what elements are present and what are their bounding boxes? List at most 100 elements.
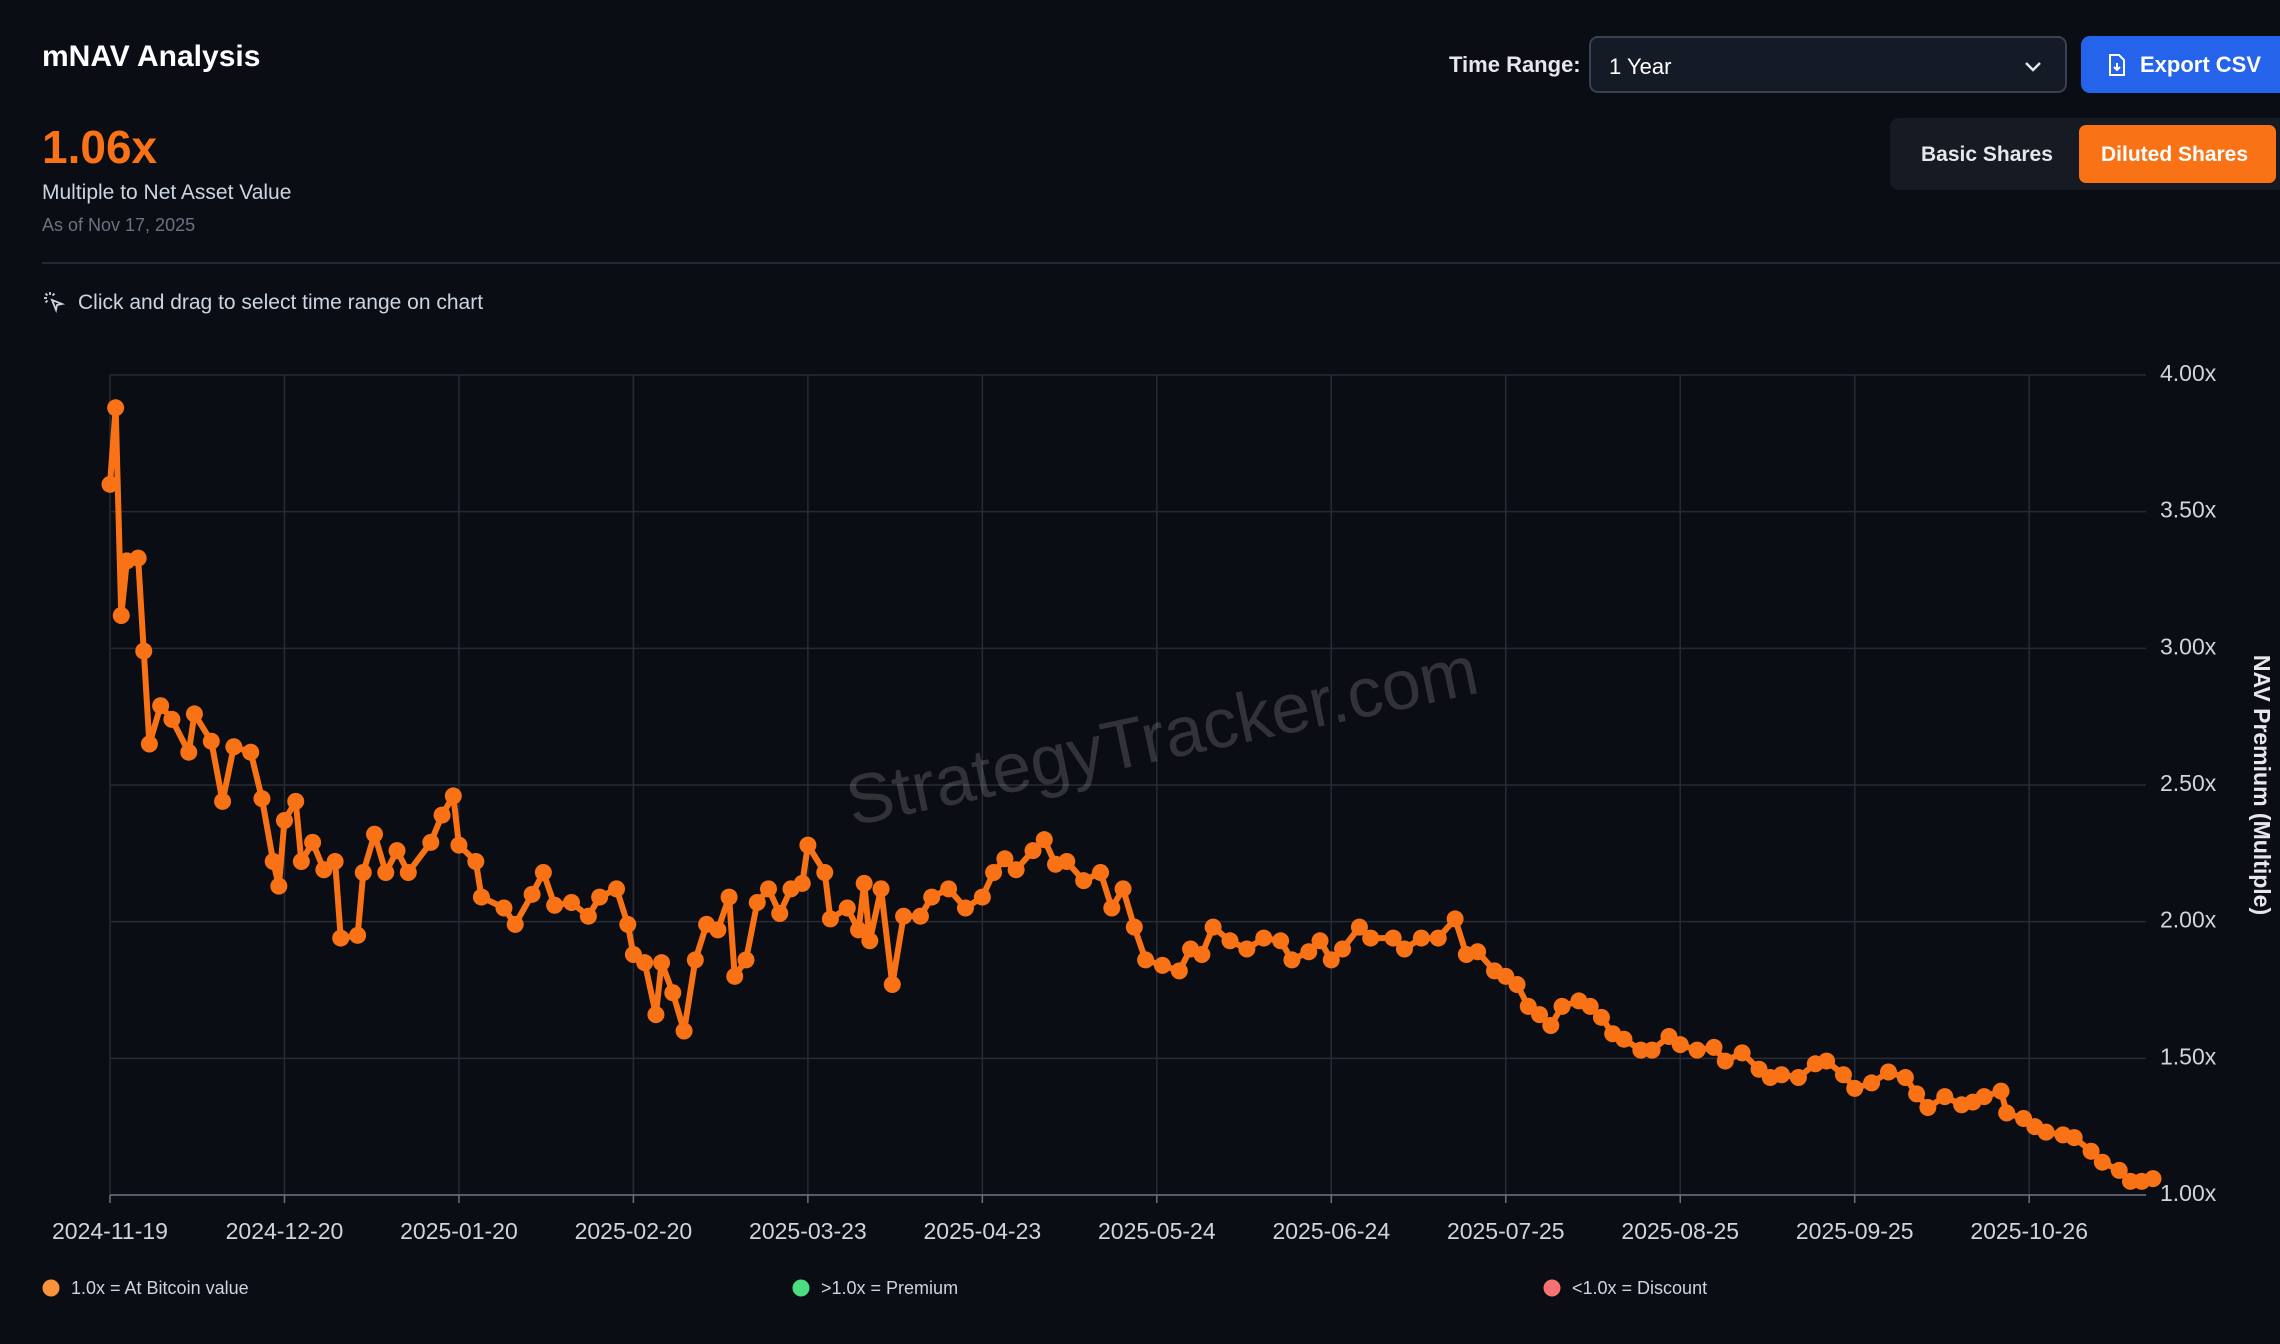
data-point bbox=[495, 899, 513, 917]
data-point bbox=[608, 880, 626, 898]
chart-hint: Click and drag to select time range on c… bbox=[78, 291, 484, 314]
data-point bbox=[129, 549, 147, 567]
data-point bbox=[759, 880, 777, 898]
data-point bbox=[799, 836, 817, 854]
data-point bbox=[1334, 940, 1352, 958]
data-point bbox=[118, 552, 136, 570]
data-point bbox=[225, 738, 243, 756]
data-point bbox=[185, 705, 203, 723]
dropdown-value: 1 Year bbox=[1609, 54, 1672, 79]
data-point bbox=[1412, 929, 1430, 947]
data-point bbox=[821, 910, 839, 928]
data-point bbox=[973, 888, 991, 906]
data-point bbox=[1047, 855, 1065, 873]
data-point bbox=[1469, 943, 1487, 961]
data-point bbox=[1592, 1008, 1610, 1026]
data-point bbox=[1238, 940, 1256, 958]
data-point bbox=[1058, 853, 1076, 871]
x-tick-label: 2025-04-23 bbox=[924, 1218, 1042, 1244]
data-point bbox=[1024, 842, 1042, 860]
data-point bbox=[2065, 1129, 2083, 1147]
data-point bbox=[1660, 1027, 1678, 1045]
data-point bbox=[855, 874, 873, 892]
data-point bbox=[872, 880, 890, 898]
series-line bbox=[107, 404, 2154, 1185]
data-point bbox=[1846, 1079, 1864, 1097]
data-point bbox=[579, 907, 597, 925]
time-range-dropdown[interactable]: 1 Year bbox=[1589, 36, 2067, 93]
data-point bbox=[1362, 929, 1380, 947]
x-tick-label: 2025-09-25 bbox=[1796, 1218, 1914, 1244]
data-point bbox=[563, 894, 581, 912]
data-point bbox=[354, 863, 372, 881]
data-point bbox=[911, 907, 929, 925]
data-point bbox=[861, 932, 879, 950]
data-point bbox=[2037, 1123, 2055, 1141]
data-point bbox=[163, 710, 181, 728]
data-point bbox=[450, 836, 468, 854]
data-point bbox=[1716, 1052, 1734, 1070]
data-point bbox=[467, 853, 485, 871]
data-point bbox=[1733, 1044, 1751, 1062]
data-point bbox=[653, 954, 671, 972]
data-point bbox=[180, 743, 198, 761]
data-point bbox=[135, 642, 153, 660]
data-point bbox=[709, 921, 727, 939]
data-point bbox=[506, 915, 524, 933]
data-point bbox=[1007, 861, 1025, 879]
data-point bbox=[1936, 1088, 1954, 1106]
data-point bbox=[1272, 932, 1290, 950]
data-point bbox=[270, 877, 288, 895]
data-point bbox=[1137, 951, 1155, 969]
data-point bbox=[275, 812, 293, 830]
data-point bbox=[1350, 918, 1368, 936]
data-point bbox=[388, 842, 406, 860]
legend-dot bbox=[42, 1279, 60, 1297]
legend-label: >1.0x = Premium bbox=[821, 1278, 958, 1298]
data-point bbox=[816, 863, 834, 881]
data-point bbox=[698, 915, 716, 933]
data-point bbox=[1114, 880, 1132, 898]
data-point bbox=[1604, 1025, 1622, 1043]
data-point bbox=[782, 880, 800, 898]
y-tick-label: 4.00x bbox=[2160, 360, 2217, 386]
data-point bbox=[422, 833, 440, 851]
data-point bbox=[152, 697, 170, 715]
data-point bbox=[1581, 997, 1599, 1015]
data-point bbox=[2144, 1170, 2162, 1188]
data-point bbox=[883, 976, 901, 994]
data-point bbox=[304, 833, 322, 851]
y-tick-label: 2.00x bbox=[2160, 907, 2217, 933]
data-point bbox=[264, 853, 282, 871]
data-point bbox=[940, 880, 958, 898]
data-point bbox=[1035, 831, 1053, 849]
y-axis-title: NAV Premium (Multiple) bbox=[2249, 655, 2275, 915]
data-point bbox=[1992, 1082, 2010, 1100]
data-point bbox=[624, 945, 642, 963]
data-point bbox=[686, 951, 704, 969]
x-tick-label: 2025-07-25 bbox=[1447, 1218, 1565, 1244]
y-tick-label: 2.50x bbox=[2160, 770, 2217, 796]
data-point bbox=[1531, 1006, 1549, 1024]
data-point bbox=[1975, 1088, 1993, 1106]
data-point bbox=[112, 607, 130, 625]
data-point bbox=[726, 967, 744, 985]
data-point bbox=[1103, 899, 1121, 917]
basic-shares-button[interactable]: Basic Shares bbox=[1921, 143, 2053, 166]
data-point bbox=[1446, 910, 1464, 928]
data-point bbox=[1221, 932, 1239, 950]
diluted-shares-button[interactable]: Diluted Shares bbox=[2079, 125, 2276, 183]
data-point bbox=[923, 888, 941, 906]
export-button[interactable]: Export CSV bbox=[2081, 36, 2280, 93]
data-point bbox=[1395, 940, 1413, 958]
data-point bbox=[956, 899, 974, 917]
data-point bbox=[850, 921, 868, 939]
data-point bbox=[1998, 1104, 2016, 1122]
data-point bbox=[1508, 976, 1526, 994]
data-point bbox=[242, 743, 260, 761]
data-point bbox=[1486, 962, 1504, 980]
export-label: Export CSV bbox=[2140, 52, 2262, 77]
data-point bbox=[1789, 1068, 1807, 1086]
separator bbox=[42, 262, 2280, 264]
